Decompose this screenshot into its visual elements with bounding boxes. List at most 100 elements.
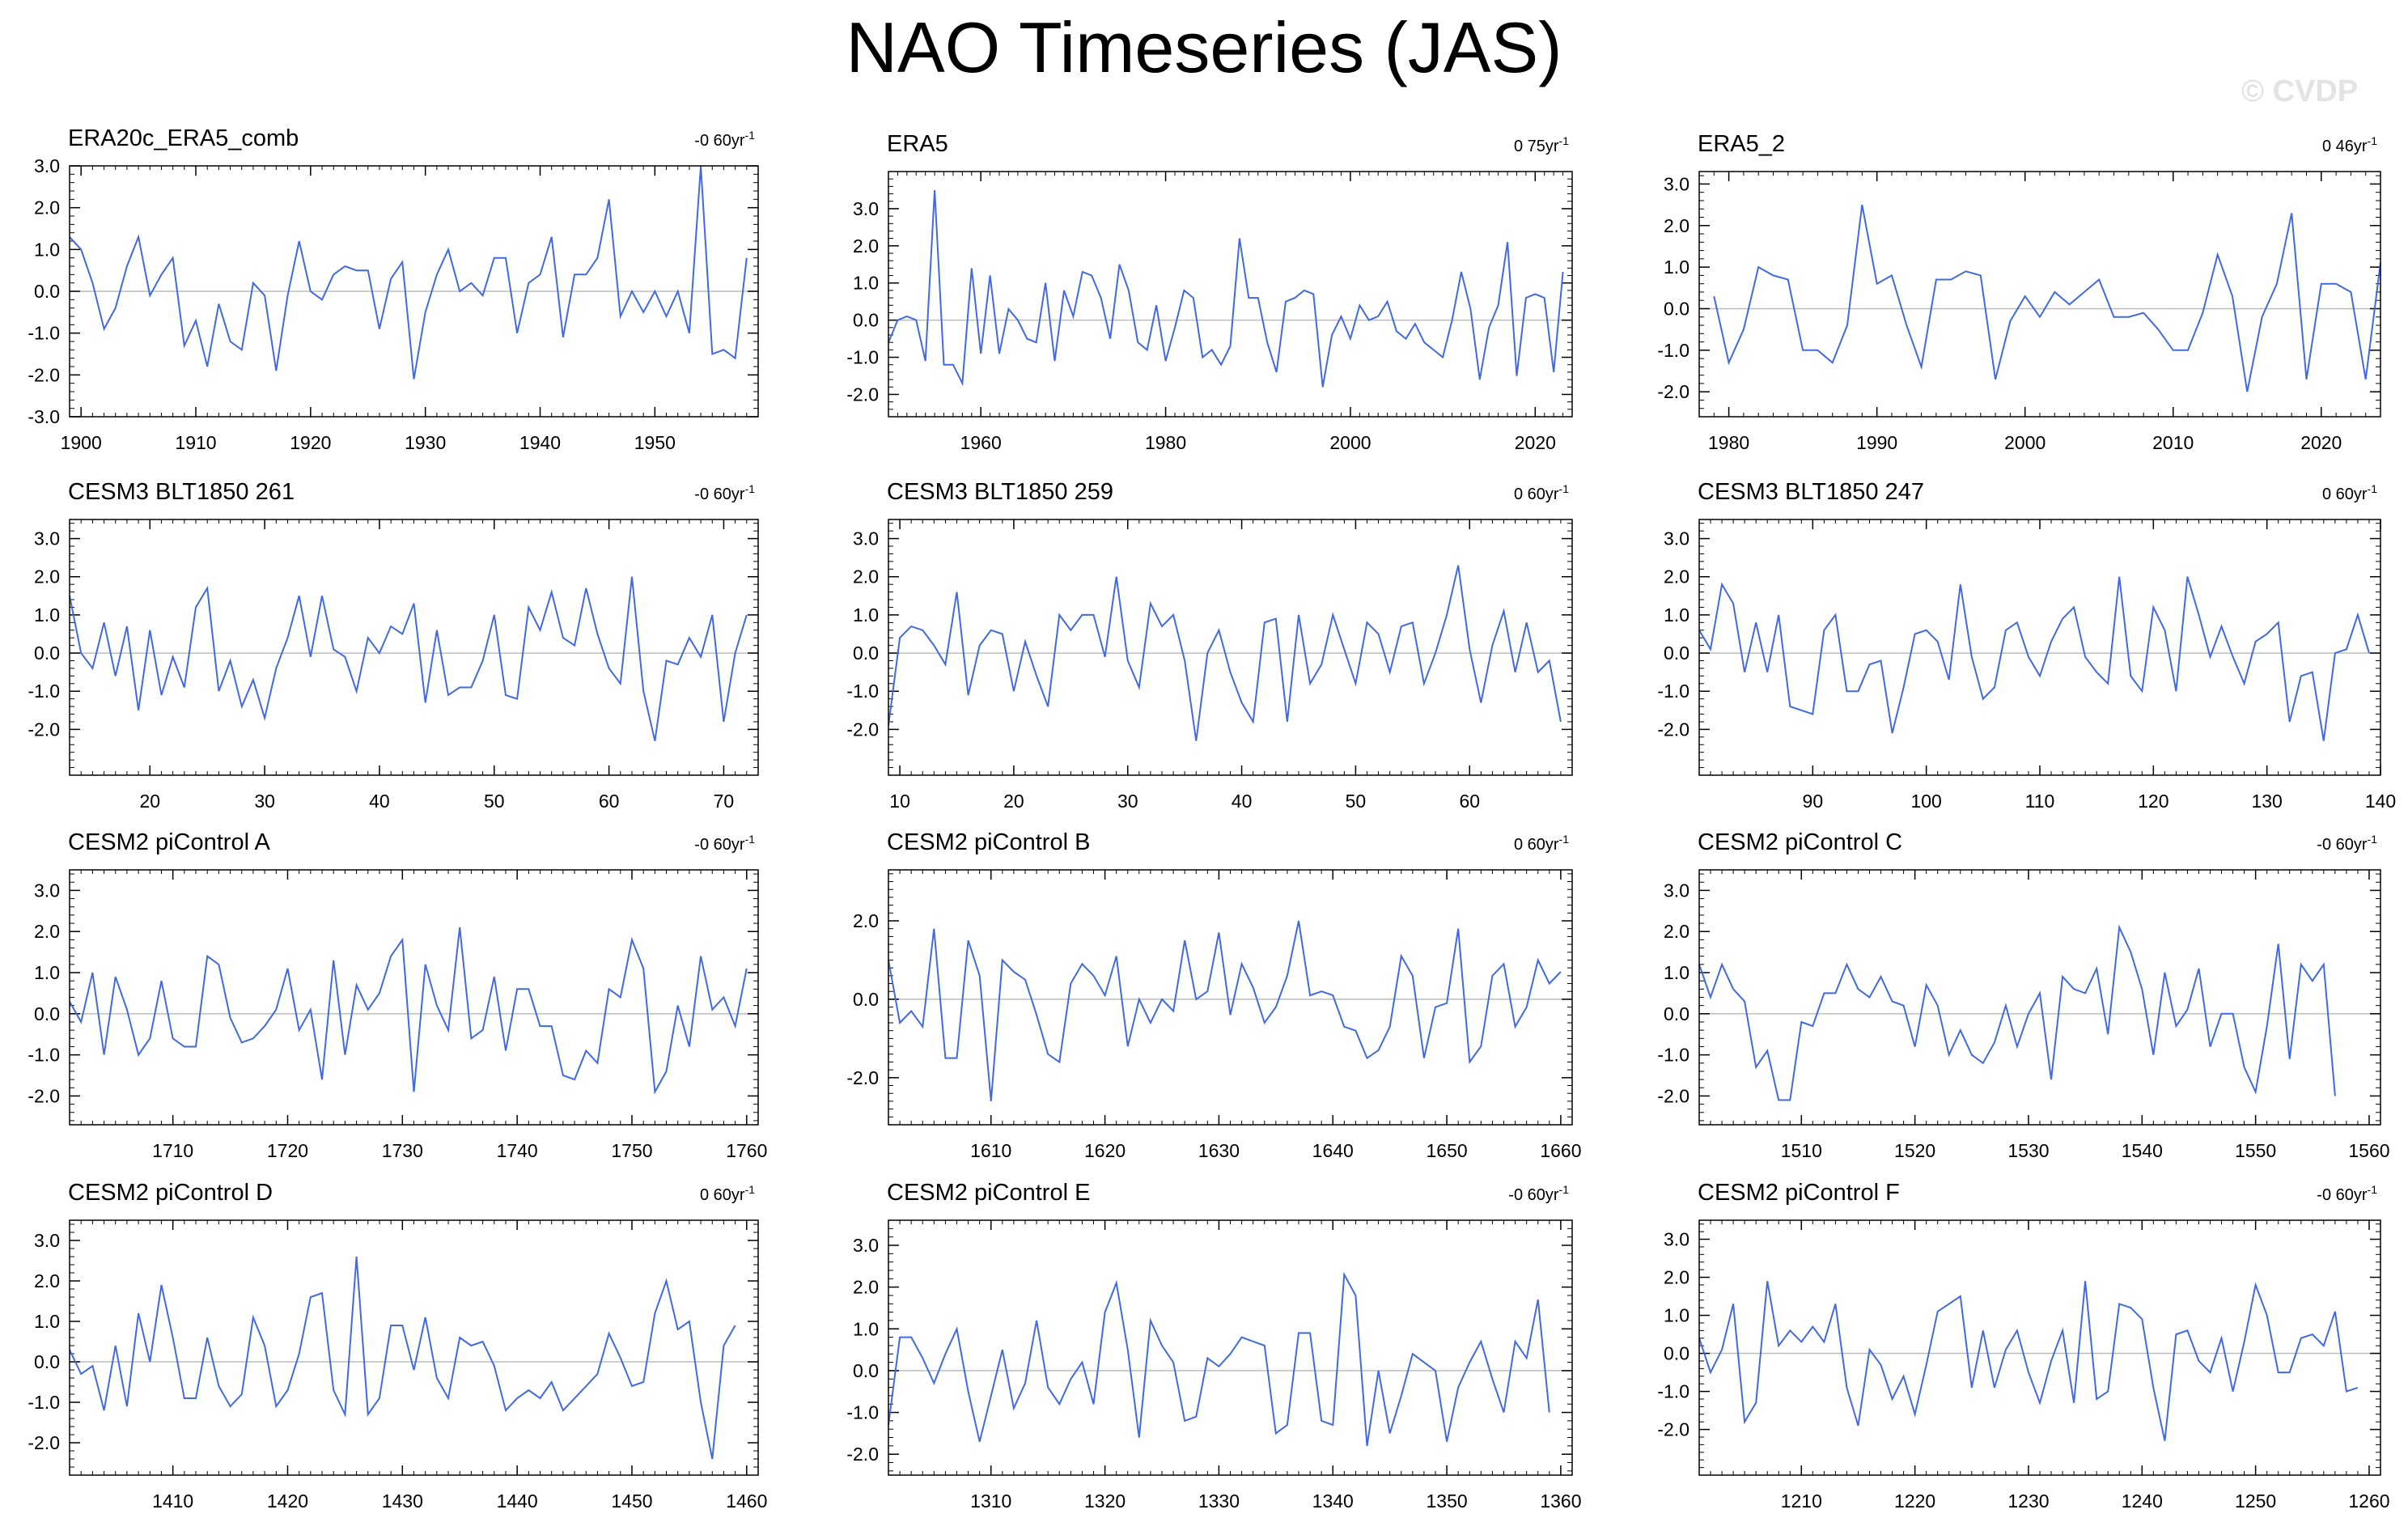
plot-frame [69,519,759,776]
x-tick-label: 1410 [152,1490,193,1512]
panel-title: CESM2 piControl D [68,1180,273,1206]
y-tick-label: 0.0 [853,1360,879,1381]
x-tick-label: 130 [2251,791,2282,812]
x-tick-label: 30 [1117,791,1138,812]
x-tick-label: 1560 [2348,1140,2389,1161]
x-tick-label: 100 [1910,791,1941,812]
x-tick-label: 40 [1232,791,1253,812]
y-tick-label: -2.0 [1657,381,1689,402]
y-tick-label: -1.0 [846,1402,879,1423]
panel-title: ERA5_2 [1698,131,1785,157]
x-tick-label: 1660 [1540,1140,1581,1161]
y-tick-label: 2.0 [34,921,60,942]
panel-title: ERA20c_ERA5_comb [68,125,299,151]
panel-title: CESM2 piControl E [887,1180,1090,1206]
y-tick-label: 0.0 [34,281,60,302]
series-line [888,565,1562,741]
x-tick-label: 70 [714,791,735,812]
plot-frame [69,1219,759,1476]
trend-label: -0 60yr-1 [2317,833,2377,854]
x-tick-label: 2000 [2004,432,2046,453]
plot-frame [888,519,1573,776]
y-tick-label: 0.0 [1664,1003,1689,1024]
y-tick-label: 3.0 [853,528,879,549]
x-tick-label: 1250 [2235,1490,2276,1512]
y-tick-label: 0.0 [853,989,879,1010]
x-tick-label: 1620 [1084,1140,1126,1161]
trend-value: 0 60yr [1514,486,1559,503]
x-tick-label: 1360 [1540,1490,1581,1512]
panel-title: CESM3 BLT1850 261 [68,479,295,505]
y-tick-label: -1.0 [846,681,879,702]
trend-exponent: -1 [1559,833,1570,846]
series-line [888,1271,1550,1447]
x-tick-label: 40 [369,791,390,812]
x-tick-label: 1650 [1426,1140,1467,1161]
trend-exponent: -1 [745,833,756,846]
trend-exponent: -1 [1559,1183,1570,1196]
panel-7: CESM2 piControl A -0 60yr-1 -2.0 -1.0 0.0 1.0… [28,829,767,1161]
y-tick-label: 3.0 [1664,173,1689,194]
x-tick-label: 1260 [2348,1490,2389,1512]
y-tick-label: 3.0 [1664,880,1689,901]
x-tick-label: 140 [2365,791,2396,812]
panel-title: CESM2 piControl A [68,829,270,855]
trend-label: -0 60yr-1 [694,833,755,854]
panel-title: CESM2 piControl F [1698,1180,1900,1206]
trend-label: 0 75yr-1 [1514,134,1569,155]
y-tick-label: -1.0 [846,347,879,368]
panel-title: CESM2 piControl B [887,829,1090,855]
y-tick-label: -2.0 [1657,1085,1689,1106]
panel-title: CESM3 BLT1850 259 [887,479,1113,505]
y-tick-label: -2.0 [1657,719,1689,740]
y-tick-label: 2.0 [1664,1267,1689,1288]
trend-value: -0 60yr [2317,836,2368,854]
y-tick-label: 3.0 [34,1230,60,1251]
y-tick-label: 1.0 [1664,257,1689,278]
series-line [69,576,748,741]
trend-label: -0 60yr-1 [1508,1183,1569,1204]
x-tick-label: 1730 [382,1140,423,1161]
plot-frame [1698,519,2381,776]
x-tick-label: 1720 [267,1140,308,1161]
x-tick-label: 1460 [726,1490,767,1512]
x-tick-label: 1350 [1426,1490,1467,1512]
x-tick-label: 60 [599,791,620,812]
trend-label: 0 60yr-1 [2322,482,2377,503]
y-tick-label: 0.0 [1664,1343,1689,1364]
y-tick-label: -2.0 [846,719,879,740]
x-tick-label: 50 [1346,791,1367,812]
panel-12: CESM2 piControl F -0 60yr-1 -2.0 -1.0 0.0 1.0… [1657,1180,2389,1512]
x-tick-label: 1510 [1781,1140,1822,1161]
y-tick-label: -2.0 [846,1067,879,1088]
x-tick-label: 20 [139,791,160,812]
trend-label: -0 60yr-1 [694,129,755,150]
trend-value: -0 60yr [2317,1186,2368,1204]
x-tick-label: 1740 [497,1140,538,1161]
trend-value: 0 60yr [700,1186,745,1204]
figure-title: NAO Timeseries (JAS) [846,7,1562,87]
plot-frame [888,869,1573,1126]
series-line [1698,924,2336,1101]
x-tick-label: 1440 [497,1490,538,1512]
series-line [888,920,1562,1101]
y-tick-label: -2.0 [846,1444,879,1465]
trend-label: -0 60yr-1 [2317,1183,2377,1204]
trend-label: -0 60yr-1 [694,482,755,503]
panel-8: CESM2 piControl B 0 60yr-1 -2.0 0.0 2.0 1610 1… [846,829,1581,1161]
y-tick-label: -1.0 [28,681,60,702]
x-tick-label: 1430 [382,1490,423,1512]
trend-exponent: -1 [2368,1183,2378,1196]
y-tick-label: -1.0 [1657,1045,1689,1066]
x-tick-label: 2010 [2152,432,2194,453]
trend-exponent: -1 [2368,833,2378,846]
x-tick-label: 1450 [611,1490,652,1512]
x-tick-label: 1980 [1708,432,1749,453]
y-tick-label: 0.0 [853,642,879,664]
y-tick-label: -2.0 [28,1432,60,1453]
x-tick-label: 1990 [1856,432,1897,453]
panel-4: CESM3 BLT1850 261 -0 60yr-1 -2.0 -1.0 0.0 1.0… [28,479,759,812]
x-tick-label: 1540 [2122,1140,2163,1161]
x-tick-label: 1240 [2122,1490,2163,1512]
